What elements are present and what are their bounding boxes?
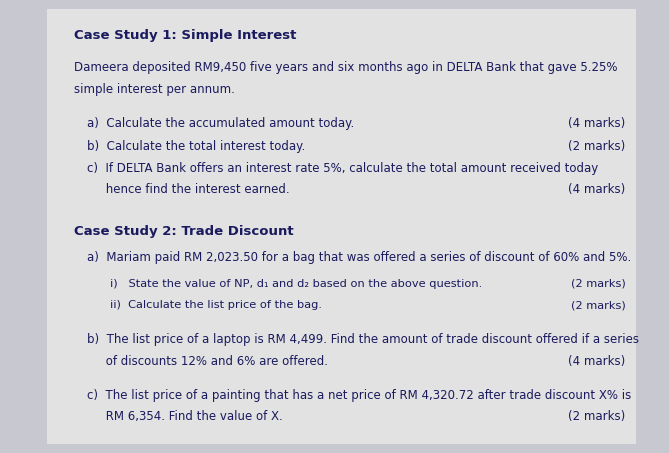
Text: (4 marks): (4 marks) <box>568 183 626 197</box>
Text: c)  If DELTA Bank offers an interest rate 5%, calculate the total amount receive: c) If DELTA Bank offers an interest rate… <box>87 162 598 175</box>
Text: (2 marks): (2 marks) <box>571 279 626 289</box>
Text: ii)  Calculate the list price of the bag.: ii) Calculate the list price of the bag. <box>110 300 322 310</box>
Text: i)   State the value of NP, d₁ and d₂ based on the above question.: i) State the value of NP, d₁ and d₂ base… <box>110 279 482 289</box>
Text: (2 marks): (2 marks) <box>568 410 626 423</box>
Text: RM 6,354. Find the value of X.: RM 6,354. Find the value of X. <box>87 410 283 423</box>
Text: simple interest per annum.: simple interest per annum. <box>74 83 234 96</box>
Text: Dameera deposited RM9,450 five years and six months ago in DELTA Bank that gave : Dameera deposited RM9,450 five years and… <box>74 61 617 74</box>
Text: a)  Mariam paid RM 2,023.50 for a bag that was offered a series of discount of 6: a) Mariam paid RM 2,023.50 for a bag tha… <box>87 251 632 265</box>
Bar <box>47 9 636 444</box>
Text: c)  The list price of a painting that has a net price of RM 4,320.72 after trade: c) The list price of a painting that has… <box>87 389 632 402</box>
Text: (4 marks): (4 marks) <box>568 117 626 130</box>
Text: of discounts 12% and 6% are offered.: of discounts 12% and 6% are offered. <box>87 355 328 368</box>
Text: hence find the interest earned.: hence find the interest earned. <box>87 183 290 197</box>
Text: Case Study 2: Trade Discount: Case Study 2: Trade Discount <box>74 225 293 238</box>
Text: a)  Calculate the accumulated amount today.: a) Calculate the accumulated amount toda… <box>87 117 354 130</box>
Text: (2 marks): (2 marks) <box>568 140 626 153</box>
Text: Case Study 1: Simple Interest: Case Study 1: Simple Interest <box>74 29 296 43</box>
Text: (2 marks): (2 marks) <box>571 300 626 310</box>
Text: (4 marks): (4 marks) <box>568 355 626 368</box>
Text: b)  The list price of a laptop is RM 4,499. Find the amount of trade discount of: b) The list price of a laptop is RM 4,49… <box>87 333 639 347</box>
Text: b)  Calculate the total interest today.: b) Calculate the total interest today. <box>87 140 305 153</box>
